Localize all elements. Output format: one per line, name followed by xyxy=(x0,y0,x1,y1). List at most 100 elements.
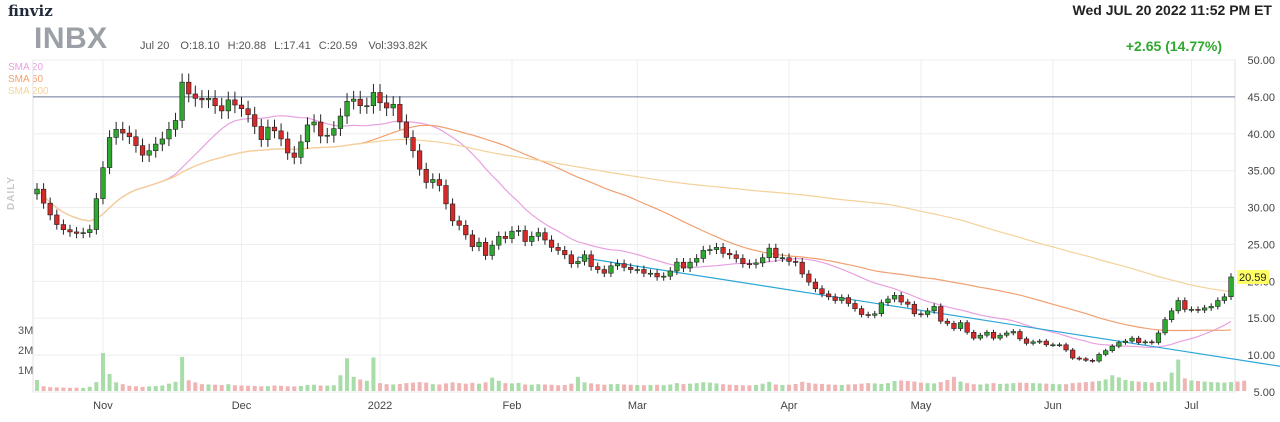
volume-bar xyxy=(1077,382,1082,391)
volume-bar xyxy=(67,387,72,391)
candle-body xyxy=(733,254,739,259)
volume-bar xyxy=(397,383,402,391)
candle-body xyxy=(891,295,898,300)
volume-bar xyxy=(780,384,785,391)
candle-body xyxy=(667,270,673,277)
volume-bar xyxy=(760,383,765,391)
ohlc-high: H:20.88 xyxy=(227,40,267,52)
candle-body xyxy=(634,269,640,271)
candle-body xyxy=(1030,341,1036,344)
volume-bar xyxy=(971,384,976,391)
candle-body xyxy=(713,247,720,250)
candle-body xyxy=(1103,350,1109,355)
volume-bar xyxy=(852,384,857,391)
candle-body xyxy=(826,293,832,298)
volume-bar xyxy=(476,383,481,391)
x-tick-label: Nov xyxy=(93,400,113,412)
volume-bar xyxy=(1070,383,1075,391)
volume-bar xyxy=(569,383,574,391)
volume-bar xyxy=(622,384,627,391)
y-tick-label: 30.00 xyxy=(1247,203,1275,215)
volume-bar xyxy=(1004,383,1009,391)
x-tick-label: 2022 xyxy=(368,400,392,412)
x-tick-label: Mar xyxy=(628,400,647,412)
candle-body xyxy=(1215,300,1221,307)
candle-body xyxy=(555,247,561,251)
volume-bar xyxy=(153,386,158,391)
volume-bar xyxy=(773,384,778,391)
candle-body xyxy=(1010,331,1016,334)
candle-body xyxy=(80,232,86,234)
y-tick-label: 10.00 xyxy=(1247,350,1275,362)
candle-body xyxy=(318,121,324,137)
volume-bar xyxy=(246,385,251,391)
candle-body xyxy=(1109,345,1115,351)
candle-body xyxy=(285,138,291,154)
volume-bar xyxy=(945,379,950,391)
ticker-symbol: INBX xyxy=(34,22,108,55)
volume-bar xyxy=(714,383,719,391)
candle-body xyxy=(905,301,911,305)
candle-body xyxy=(918,313,924,316)
y-tick-label: 5.00 xyxy=(1254,387,1275,399)
volume-bar xyxy=(582,382,587,391)
volume-bar xyxy=(885,383,890,391)
volume-bar xyxy=(1242,380,1247,391)
candle-body xyxy=(1116,342,1122,347)
candle-body xyxy=(1037,340,1043,343)
candle-body xyxy=(740,258,746,264)
candle-body xyxy=(766,247,772,258)
volume-bar xyxy=(562,384,567,391)
candle-body xyxy=(100,167,106,199)
candle-body xyxy=(390,103,396,109)
candle-body xyxy=(311,121,317,126)
candle-body xyxy=(990,331,997,339)
volume-bar xyxy=(787,384,792,391)
candle-body xyxy=(245,108,251,115)
volume-bar xyxy=(589,383,594,391)
volume-bar xyxy=(1037,383,1042,391)
x-tick-label: Feb xyxy=(502,400,521,412)
trendline xyxy=(577,256,1280,367)
candle-body xyxy=(872,313,878,316)
candle-body xyxy=(1169,310,1175,320)
volume-bar xyxy=(549,384,554,391)
volume-bar xyxy=(648,384,653,391)
ohlc-date: Jul 20 xyxy=(140,40,170,52)
volume-bar xyxy=(800,381,805,391)
volume-bar xyxy=(628,384,633,391)
volume-bar xyxy=(1156,382,1161,391)
volume-bar xyxy=(602,384,607,391)
y-tick-label: 40.00 xyxy=(1247,129,1275,141)
candle-body xyxy=(806,273,812,283)
volume-bar xyxy=(879,383,884,391)
finviz-logo[interactable]: finviz xyxy=(8,2,53,20)
candle-body xyxy=(812,281,819,290)
volume-bar xyxy=(371,357,376,391)
candle-body xyxy=(654,272,660,278)
volume-bar xyxy=(364,380,369,391)
candle-body xyxy=(357,98,363,107)
volume-bar xyxy=(688,383,693,391)
candle-body xyxy=(1175,300,1181,312)
volume-tick-label: 2M xyxy=(18,345,33,357)
volume-bar xyxy=(1017,382,1022,391)
candle-body xyxy=(436,179,442,186)
ohlc-readout: Jul 20 O:18.10 H:20.88 L:17.41 C:20.59 Vol:… xyxy=(140,40,436,52)
candle-body xyxy=(568,254,574,264)
candle-body xyxy=(694,258,700,263)
candle-body xyxy=(377,92,383,104)
candle-body xyxy=(951,323,957,329)
volume-bar xyxy=(1176,359,1181,391)
volume-bar xyxy=(1090,381,1095,391)
y-tick-label: 50.00 xyxy=(1247,55,1275,67)
volume-bar xyxy=(1110,375,1115,391)
candle-body xyxy=(773,247,779,259)
volume-bar xyxy=(226,384,231,391)
candle-body xyxy=(476,241,482,247)
candle-body xyxy=(793,261,799,263)
volume-bar xyxy=(193,382,198,391)
candle-body xyxy=(1129,337,1135,342)
x-tick-label: Jul xyxy=(1184,400,1198,412)
